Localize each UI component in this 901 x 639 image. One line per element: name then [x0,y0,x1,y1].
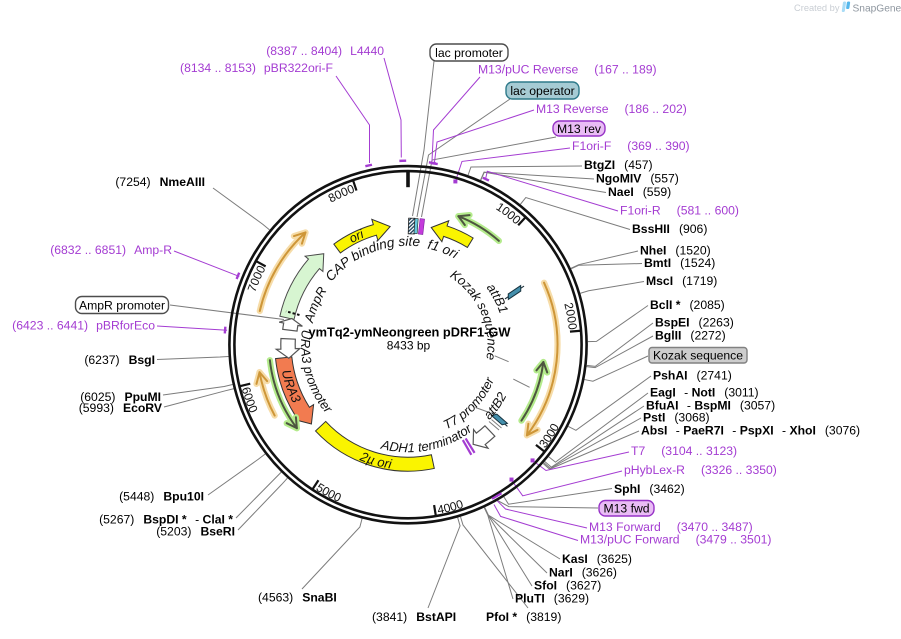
svg-text:M13/pUC Forward(3479 .. 3501): M13/pUC Forward(3479 .. 3501) [580,533,771,547]
svg-text:lac promoter: lac promoter [435,46,503,60]
svg-text:NarI(3626): NarI(3626) [549,566,617,580]
svg-text:SfoI(3627): SfoI(3627) [534,579,601,593]
svg-text:(8387 .. 8404)L4440: (8387 .. 8404)L4440 [266,44,384,58]
svg-text:Kozak sequence: Kozak sequence [653,349,743,363]
svg-text:8433 bp: 8433 bp [387,339,431,353]
svg-text:pHybLex-R(3326 .. 3350): pHybLex-R(3326 .. 3350) [624,463,777,477]
svg-text:Created by: Created by [794,3,840,13]
svg-text:lac operator: lac operator [510,84,574,98]
svg-text:(7254)NmeAIII: (7254)NmeAIII [115,175,205,189]
svg-text:AmpR promoter: AmpR promoter [79,298,165,312]
svg-text:BglII(2272): BglII(2272) [655,329,726,343]
svg-text:KasI(3625): KasI(3625) [562,552,632,566]
svg-text:M13 rev: M13 rev [557,122,602,136]
svg-text:ymTq2-ymNeongreen pDRF1-GW: ymTq2-ymNeongreen pDRF1-GW [309,325,512,340]
svg-text:(6832 .. 6851)Amp-R: (6832 .. 6851)Amp-R [50,243,172,257]
svg-text:BfuAI - BspMI(3057): BfuAI - BspMI(3057) [646,399,775,413]
svg-text:M13/pUC Reverse(167 .. 189): M13/pUC Reverse(167 .. 189) [478,63,657,77]
svg-text:PstI(3068): PstI(3068) [643,411,710,425]
svg-text:BssHII(906): BssHII(906) [632,222,707,236]
svg-text:SphI(3462): SphI(3462) [614,482,685,496]
svg-text:F1ori-F(369 .. 390): F1ori-F(369 .. 390) [572,139,690,153]
svg-text:NgoMIV(557): NgoMIV(557) [596,172,679,186]
svg-text:BmtI(1524): BmtI(1524) [644,256,715,270]
svg-text:(5267)BspDI * - ClaI *: (5267)BspDI * - ClaI * [99,513,233,527]
svg-text:(6423 .. 6441)pBRforEco: (6423 .. 6441)pBRforEco [12,319,155,333]
svg-text:M13 fwd: M13 fwd [603,502,649,516]
svg-text:MscI(1719): MscI(1719) [646,274,717,288]
svg-text:SnapGene: SnapGene [853,4,901,15]
svg-text:EagI - NotI(3011): EagI - NotI(3011) [650,386,759,400]
svg-text:F1ori-R(581 .. 600): F1ori-R(581 .. 600) [620,204,739,218]
